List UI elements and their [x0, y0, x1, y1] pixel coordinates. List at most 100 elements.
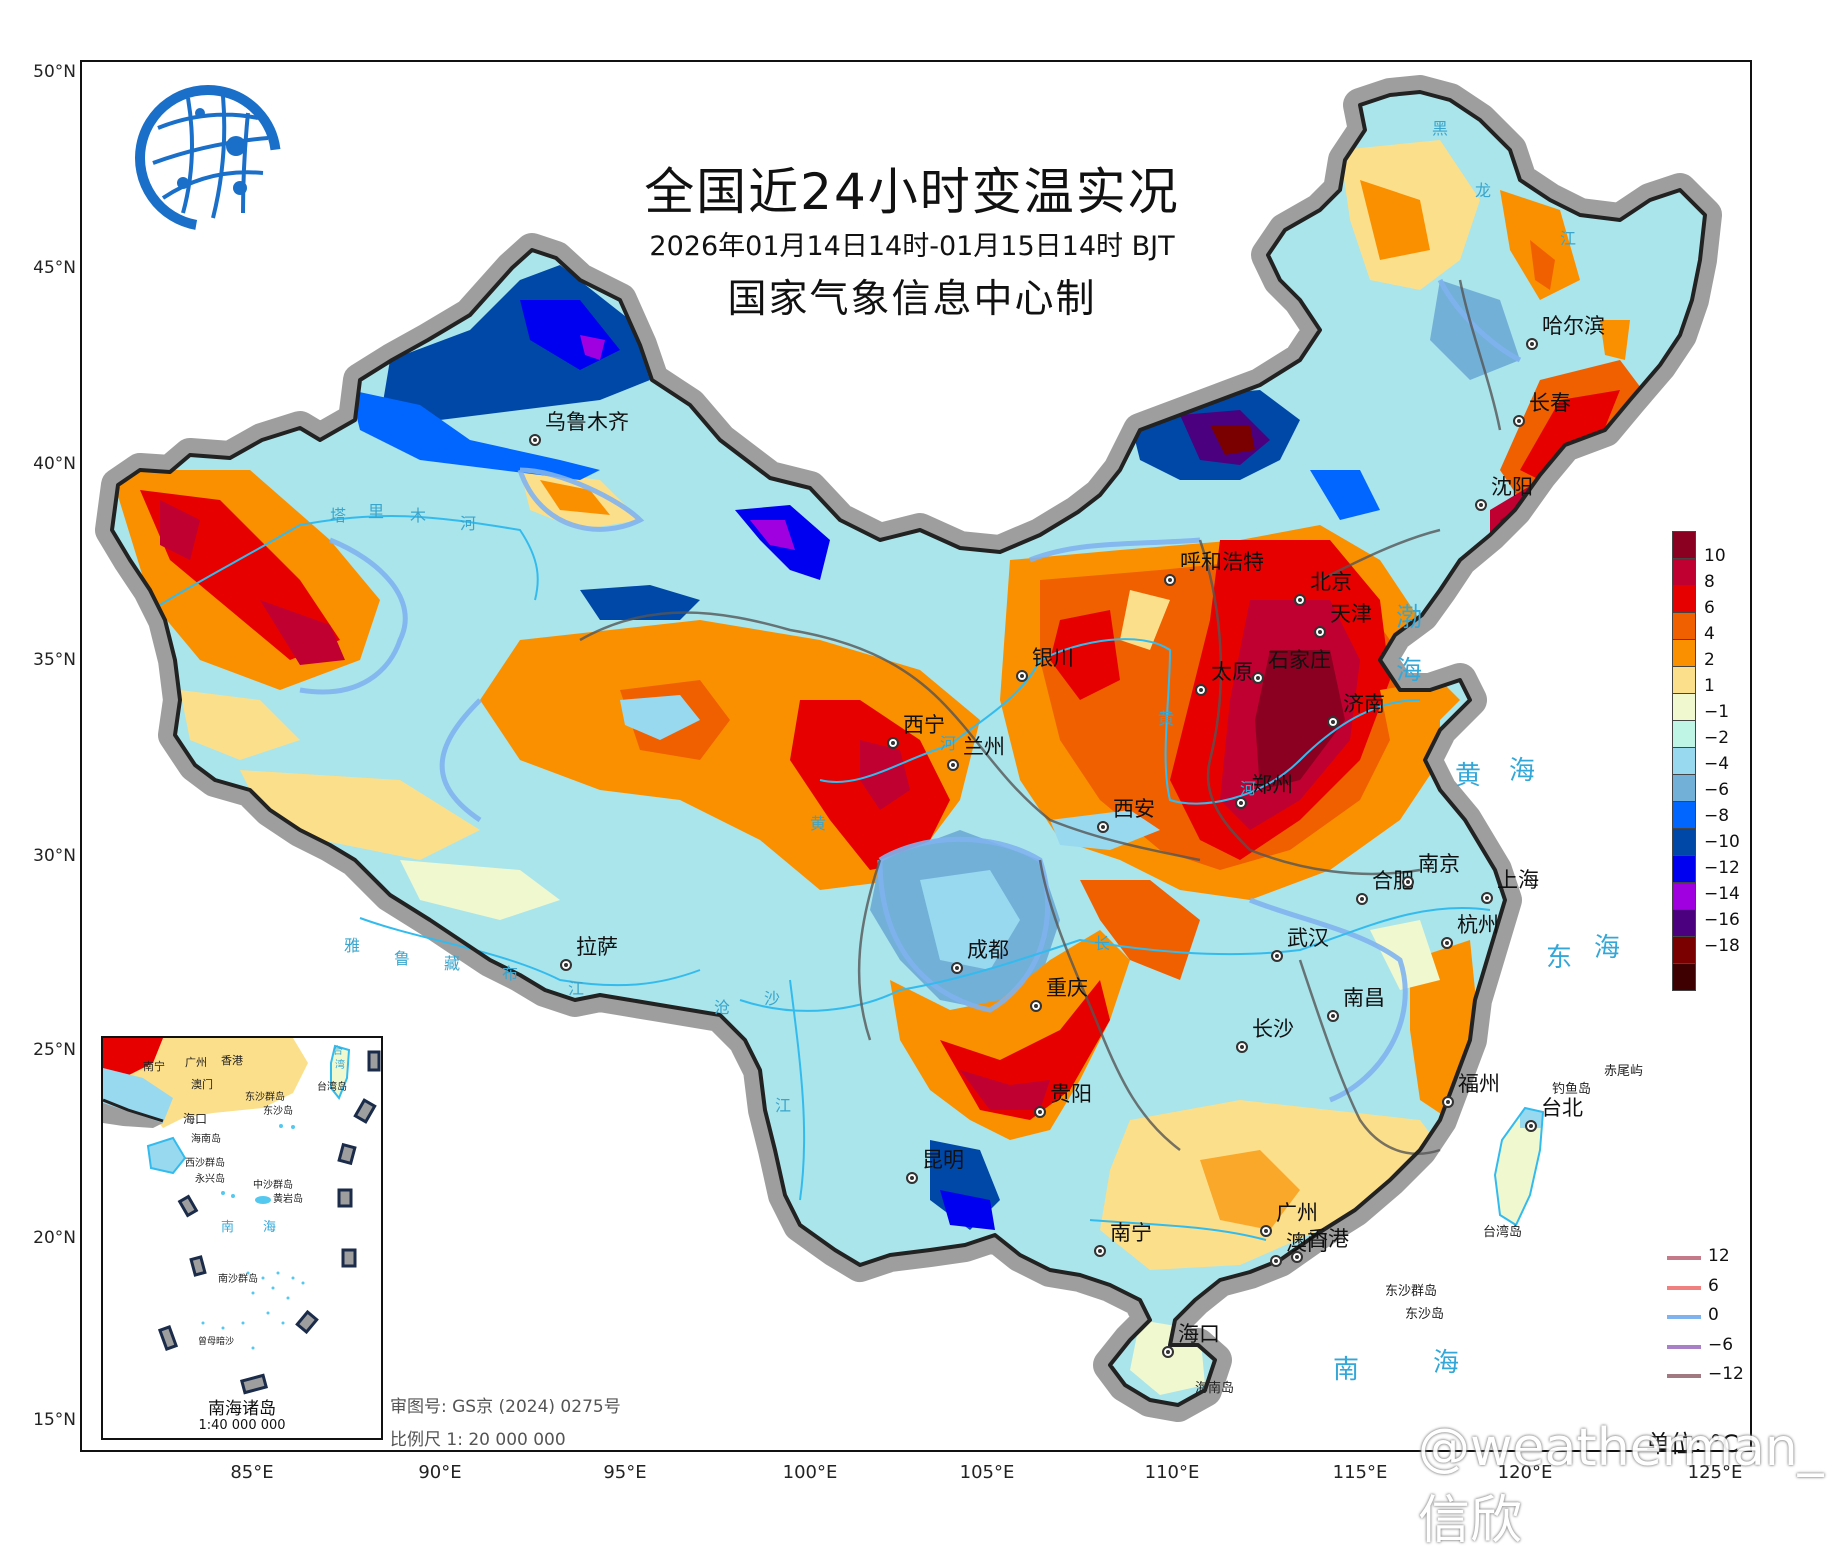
city-marker [1260, 1225, 1272, 1237]
colorbar-tick-label: 6 [1704, 598, 1715, 618]
city-label: 香港 [1307, 1227, 1349, 1251]
river-label: 龙 [1475, 181, 1492, 200]
colorbar-tick-label: 2 [1704, 650, 1715, 670]
river-label: 河 [1240, 779, 1257, 798]
inset-label: 澳门 [191, 1078, 213, 1091]
city-marker [906, 1172, 918, 1184]
city-marker [1525, 1120, 1537, 1132]
sea-label: 东 [1546, 943, 1573, 973]
colorbar-swatch [1672, 531, 1696, 559]
city-marker [947, 759, 959, 771]
city-marker [1236, 1041, 1248, 1053]
colorbar-tick-label: −16 [1704, 910, 1740, 930]
lon-label: 100°E [782, 1462, 838, 1483]
temperature-change-map [0, 0, 1840, 1500]
island-label: 钓鱼岛 [1552, 1082, 1592, 1097]
river-label: 藏 [444, 954, 461, 973]
city-label: 西宁 [903, 713, 945, 737]
legend-line-swatch [1667, 1315, 1701, 1319]
colorbar-tick-label: −4 [1704, 754, 1730, 774]
city-marker [1162, 1346, 1174, 1358]
sea-label: 海 [1509, 756, 1536, 786]
inset-label: 台 [333, 1046, 343, 1057]
colorbar-tick-label: −10 [1704, 832, 1740, 852]
colorbar-swatch [1672, 640, 1696, 667]
lat-label: 25°N [33, 1040, 76, 1060]
sea-label: 黄 [1455, 761, 1482, 791]
lat-label: 35°N [33, 650, 76, 670]
city-marker [1441, 937, 1453, 949]
sea-label: 南 [1333, 1355, 1360, 1385]
colorbar-tick-label: 1 [1704, 676, 1715, 696]
city-label: 南京 [1418, 852, 1460, 876]
city-label: 沈阳 [1491, 475, 1533, 499]
inset-label: 永兴岛 [195, 1174, 225, 1185]
lon-label: 115°E [1332, 1462, 1388, 1483]
colorbar-swatch [1672, 667, 1696, 694]
city-label: 昆明 [922, 1148, 964, 1172]
city-label: 拉萨 [576, 935, 618, 959]
city-marker [560, 959, 572, 971]
city-marker [1094, 1245, 1106, 1257]
city-label: 石家庄 [1268, 648, 1331, 672]
rivers [159, 514, 1491, 1241]
city-label: 贵阳 [1050, 1082, 1092, 1106]
legend-line-swatch [1667, 1256, 1701, 1260]
city-label: 太原 [1211, 660, 1253, 684]
colorbar-tick-label: −6 [1704, 780, 1730, 800]
legend-line-label: −6 [1708, 1334, 1734, 1355]
city-marker [1475, 499, 1487, 511]
city-marker [529, 434, 541, 446]
colorbar-tick-label: 4 [1704, 624, 1715, 644]
river-label: 雅 [344, 936, 361, 955]
river-label: 里 [368, 502, 385, 521]
colorbar [1672, 531, 1696, 991]
city-label: 呼和浩特 [1180, 550, 1264, 574]
legend-line-swatch [1667, 1285, 1701, 1290]
colorbar-swatch [1672, 694, 1696, 721]
city-label: 济南 [1343, 692, 1385, 716]
inset-scale: 1:40 000 000 [198, 1418, 286, 1433]
inset-label: 海南岛 [191, 1134, 221, 1145]
city-marker [1402, 876, 1414, 888]
colorbar-tick-label: −12 [1704, 858, 1740, 878]
map-producer: 国家气象信息中心制 [727, 277, 1097, 322]
inset-label: 湾 [335, 1060, 345, 1071]
city-label: 南宁 [1110, 1221, 1152, 1245]
lon-label: 120°E [1497, 1462, 1553, 1483]
river-label: 江 [568, 979, 585, 998]
colorbar-swatch [1672, 613, 1696, 640]
inset-title: 南海诸岛 [208, 1399, 276, 1419]
colorbar-tick-label: −1 [1704, 702, 1730, 722]
city-marker [1030, 1000, 1042, 1012]
river-label: 布 [502, 964, 519, 983]
city-label: 长春 [1529, 391, 1571, 415]
legend-line-swatch [1667, 1344, 1701, 1349]
colorbar-tick-label: 10 [1704, 546, 1726, 566]
city-label: 上海 [1497, 868, 1539, 892]
city-marker [1270, 1255, 1282, 1267]
city-marker [1271, 950, 1283, 962]
lon-label: 105°E [959, 1462, 1015, 1483]
river-label: 江 [1560, 229, 1577, 248]
river-label: 黄 [810, 814, 827, 833]
city-marker [1442, 1096, 1454, 1108]
inset-label: 南沙群岛 [218, 1274, 258, 1285]
isotherm-lines [299, 278, 1522, 1103]
inset-label: 海口 [183, 1112, 208, 1126]
legend-line-swatch [1667, 1374, 1701, 1378]
city-marker [1195, 684, 1207, 696]
colorbar-swatch [1672, 721, 1696, 748]
city-marker [1252, 672, 1264, 684]
sea-label: 渤 [1396, 603, 1423, 633]
river-label: 沙 [764, 989, 781, 1008]
island-label: 海南岛 [1195, 1381, 1235, 1396]
colorbar-swatch [1672, 802, 1696, 829]
inset-label: 海 [263, 1220, 277, 1235]
city-label: 杭州 [1457, 913, 1499, 937]
approval-number: 审图号: GS京 (2024) 0275号 [390, 1397, 621, 1417]
city-marker [1016, 670, 1028, 682]
city-marker [1235, 797, 1247, 809]
map-title: 全国近24小时变温实况 [644, 163, 1180, 221]
city-marker [1291, 1251, 1303, 1263]
